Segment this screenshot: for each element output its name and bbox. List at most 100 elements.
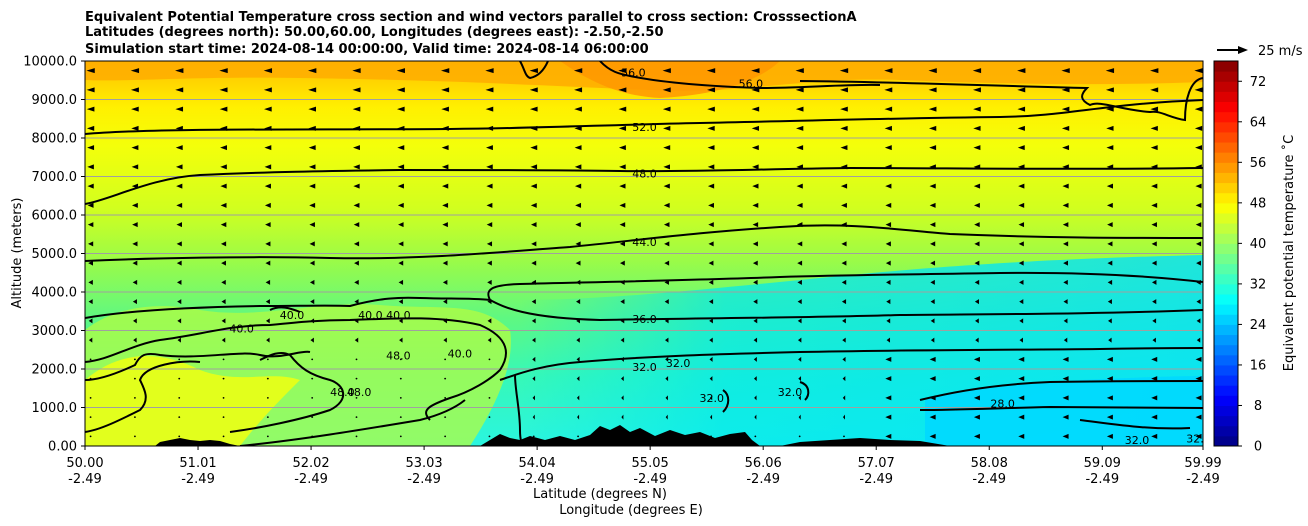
wind-vector bbox=[928, 87, 937, 93]
wind-vector bbox=[354, 279, 359, 285]
wind-vector bbox=[1062, 183, 1069, 189]
x-tick-label-lon: -2.49 bbox=[68, 472, 102, 487]
wind-vector bbox=[576, 395, 580, 401]
wind-vector bbox=[841, 299, 847, 305]
wind-vector bbox=[798, 356, 802, 362]
wind-vector bbox=[1062, 241, 1069, 247]
wind-vector bbox=[1106, 414, 1113, 420]
wind-vector bbox=[1062, 433, 1069, 439]
wind-vector bbox=[618, 68, 627, 74]
x-tick-label-lat: 55.05 bbox=[632, 456, 669, 471]
wind-vector bbox=[973, 125, 981, 131]
wind-vector bbox=[441, 106, 449, 112]
wind-vector bbox=[308, 87, 317, 93]
wind-vector bbox=[354, 260, 359, 266]
wind-vector bbox=[839, 87, 848, 93]
wind-vector bbox=[89, 416, 92, 419]
wind-vector bbox=[309, 222, 315, 228]
y-tick-label: 8000.0 bbox=[32, 132, 78, 147]
wind-vector bbox=[707, 87, 716, 93]
wind-vector bbox=[662, 106, 671, 112]
wind-vector bbox=[355, 396, 358, 399]
colorbar-band bbox=[1214, 172, 1238, 184]
wind-vector bbox=[265, 299, 270, 305]
wind-vector bbox=[1151, 260, 1157, 266]
wind-vector bbox=[665, 414, 668, 420]
wind-vector bbox=[575, 279, 581, 285]
wind-vector bbox=[175, 87, 184, 93]
wind-vector bbox=[444, 416, 447, 419]
wind-vector bbox=[444, 358, 447, 361]
wind-vector bbox=[1108, 318, 1112, 324]
wind-vector bbox=[487, 299, 492, 305]
contour-32-cell bbox=[722, 389, 730, 413]
wind-vector bbox=[219, 87, 228, 93]
wind-vector bbox=[1061, 106, 1070, 112]
wind-vector bbox=[841, 222, 847, 228]
contour-label: 40.0 bbox=[358, 309, 383, 322]
wind-vector bbox=[130, 87, 139, 93]
wind-vector bbox=[1151, 395, 1158, 401]
wind-vector bbox=[1062, 145, 1070, 151]
colorbar-label: Equivalent potential temperature ˚C bbox=[1281, 135, 1297, 371]
wind-vector bbox=[352, 106, 361, 112]
wind-vector bbox=[440, 68, 450, 74]
contour-56-west bbox=[519, 61, 549, 80]
colorbar-band bbox=[1214, 385, 1238, 396]
wind-vector bbox=[134, 377, 136, 380]
wind-vector bbox=[133, 337, 137, 343]
wind-vector bbox=[575, 241, 581, 247]
wind-vector bbox=[707, 125, 715, 131]
wind-vector bbox=[175, 106, 184, 112]
wind-vector bbox=[309, 260, 315, 266]
wind-vector bbox=[842, 414, 845, 420]
wind-vector bbox=[88, 260, 94, 266]
wind-vector bbox=[1195, 433, 1202, 439]
wind-vector bbox=[87, 145, 95, 151]
wind-vector bbox=[86, 106, 95, 112]
wind-vector bbox=[885, 241, 891, 247]
contour-48-lower bbox=[229, 351, 345, 433]
wind-vector bbox=[310, 337, 314, 343]
colorbar-band bbox=[1214, 334, 1238, 346]
wind-vector bbox=[577, 435, 579, 438]
wind-vector bbox=[488, 435, 491, 438]
wind-vector bbox=[1019, 318, 1024, 324]
wind-vector bbox=[399, 358, 402, 361]
colorbar-band bbox=[1214, 111, 1238, 123]
wind-vector bbox=[929, 202, 936, 208]
wind-vector bbox=[397, 145, 405, 151]
wind-vector bbox=[397, 202, 404, 208]
wind-vector bbox=[1196, 299, 1201, 305]
wind-vector bbox=[1150, 125, 1158, 131]
wind-vector bbox=[132, 299, 137, 305]
wind-vector bbox=[1150, 164, 1158, 170]
x-axis-ticks: 50.00-2.4951.01-2.4952.02-2.4953.03-2.49… bbox=[66, 446, 1222, 487]
wind-vector bbox=[132, 279, 138, 285]
wind-vector bbox=[795, 87, 804, 93]
wind-vector bbox=[930, 318, 935, 324]
wind-vector bbox=[618, 145, 626, 151]
wind-vector bbox=[618, 106, 627, 112]
wind-vector bbox=[1062, 202, 1069, 208]
wind-vector bbox=[134, 435, 136, 438]
wind-vector bbox=[133, 318, 137, 324]
wind-vector bbox=[1106, 395, 1113, 401]
wind-vector bbox=[842, 395, 846, 401]
wind-vector bbox=[398, 299, 403, 305]
wind-vector bbox=[796, 164, 803, 170]
wind-vector bbox=[308, 68, 317, 74]
wind-vector bbox=[441, 87, 450, 93]
colorbar-tick-label: 0 bbox=[1254, 440, 1262, 455]
wind-vector bbox=[664, 260, 670, 266]
wind-vector bbox=[930, 299, 935, 305]
wind-vector bbox=[973, 145, 981, 151]
wind-vector bbox=[444, 435, 447, 438]
wind-vector bbox=[798, 376, 802, 382]
wind-vector bbox=[841, 241, 847, 247]
wind-vector bbox=[1017, 164, 1025, 170]
wind-vector bbox=[885, 183, 892, 189]
wind-vector bbox=[1194, 106, 1203, 112]
contour-56-east bbox=[799, 77, 1203, 122]
wind-vector bbox=[353, 202, 360, 208]
